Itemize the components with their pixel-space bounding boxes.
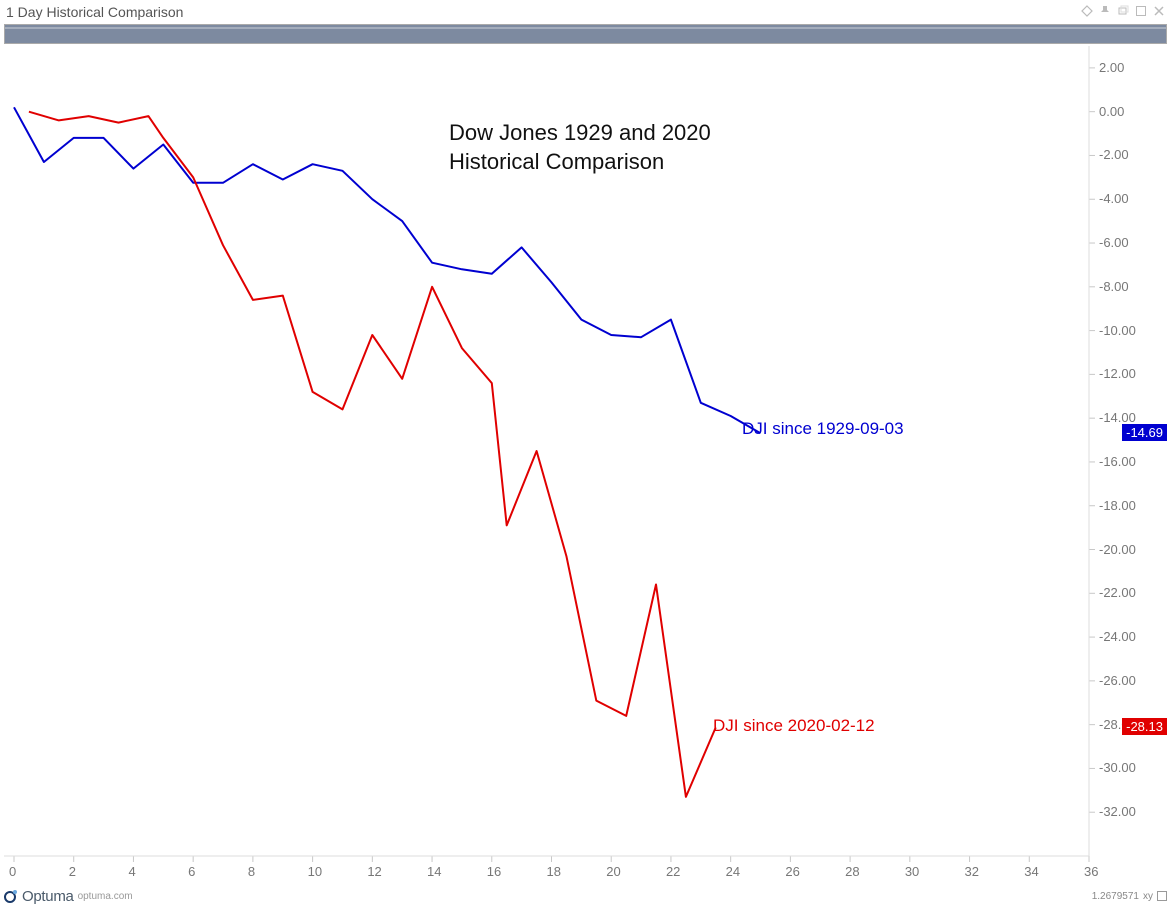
titlebar: 1 Day Historical Comparison <box>0 0 1171 24</box>
window-title: 1 Day Historical Comparison <box>6 4 183 20</box>
scale-value: 1.2679571 <box>1092 891 1139 902</box>
y-tick-label: -16.00 <box>1099 454 1136 469</box>
chart-title-line1: Dow Jones 1929 and 2020 <box>449 119 711 148</box>
x-tick-label: 12 <box>367 864 381 879</box>
y-tick-label: -18.00 <box>1099 498 1136 513</box>
x-tick-label: 28 <box>845 864 859 879</box>
restore-icon[interactable] <box>1117 4 1129 20</box>
x-tick-label: 2 <box>69 864 76 879</box>
y-tick-label: -10.00 <box>1099 323 1136 338</box>
chart-area[interactable]: Dow Jones 1929 and 2020 Historical Compa… <box>4 46 1167 883</box>
header-strip <box>4 24 1167 44</box>
y-tick-label: -24.00 <box>1099 629 1136 644</box>
x-tick-label: 36 <box>1084 864 1098 879</box>
maximize-icon[interactable] <box>1135 4 1147 20</box>
chart-title-line2: Historical Comparison <box>449 148 711 177</box>
series-label-dji-2020: DJI since 2020-02-12 <box>713 716 875 736</box>
x-tick-label: 30 <box>905 864 919 879</box>
x-tick-label: 6 <box>188 864 195 879</box>
y-tick-label: -12.00 <box>1099 366 1136 381</box>
xy-label: xy <box>1143 891 1153 902</box>
x-tick-label: 24 <box>726 864 740 879</box>
price-badge-dji-2020: -28.13 <box>1122 718 1167 735</box>
window-controls <box>1081 4 1165 20</box>
x-tick-label: 8 <box>248 864 255 879</box>
footer-right: 1.2679571 xy <box>1092 891 1167 902</box>
footer: Optuma optuma.com 1.2679571 xy <box>0 885 1171 907</box>
x-tick-label: 10 <box>308 864 322 879</box>
y-tick-label: -8.00 <box>1099 279 1129 294</box>
x-tick-label: 26 <box>785 864 799 879</box>
x-tick-label: 16 <box>487 864 501 879</box>
y-tick-label: -26.00 <box>1099 673 1136 688</box>
settings-icon[interactable] <box>1157 891 1167 901</box>
x-tick-label: 4 <box>128 864 135 879</box>
y-tick-label: -22.00 <box>1099 585 1136 600</box>
y-tick-label: -14.00 <box>1099 410 1136 425</box>
y-tick-label: -32.00 <box>1099 804 1136 819</box>
diamond-icon[interactable] <box>1081 4 1093 20</box>
series-dji-2020 <box>29 112 716 797</box>
x-tick-label: 0 <box>9 864 16 879</box>
x-tick-label: 18 <box>547 864 561 879</box>
y-tick-label: -20.00 <box>1099 542 1136 557</box>
x-tick-label: 14 <box>427 864 441 879</box>
x-tick-label: 22 <box>666 864 680 879</box>
x-tick-label: 34 <box>1024 864 1038 879</box>
logo[interactable]: Optuma optuma.com <box>4 888 133 905</box>
logo-text: Optuma <box>22 888 74 905</box>
x-tick-label: 20 <box>606 864 620 879</box>
chart-title: Dow Jones 1929 and 2020 Historical Compa… <box>449 119 711 176</box>
close-icon[interactable] <box>1153 4 1165 20</box>
chart-window: 1 Day Historical Comparison Dow Jones 19… <box>0 0 1171 907</box>
price-badge-dji-1929: -14.69 <box>1122 424 1167 441</box>
pin-icon[interactable] <box>1099 4 1111 20</box>
y-tick-label: 2.00 <box>1099 60 1124 75</box>
y-tick-label: -6.00 <box>1099 235 1129 250</box>
series-label-dji-1929: DJI since 1929-09-03 <box>742 419 904 439</box>
y-tick-label: -2.00 <box>1099 147 1129 162</box>
y-tick-label: -30.00 <box>1099 760 1136 775</box>
logo-icon <box>4 888 20 904</box>
logo-url: optuma.com <box>78 891 133 902</box>
y-tick-label: 0.00 <box>1099 104 1124 119</box>
x-tick-label: 32 <box>965 864 979 879</box>
y-tick-label: -4.00 <box>1099 191 1129 206</box>
